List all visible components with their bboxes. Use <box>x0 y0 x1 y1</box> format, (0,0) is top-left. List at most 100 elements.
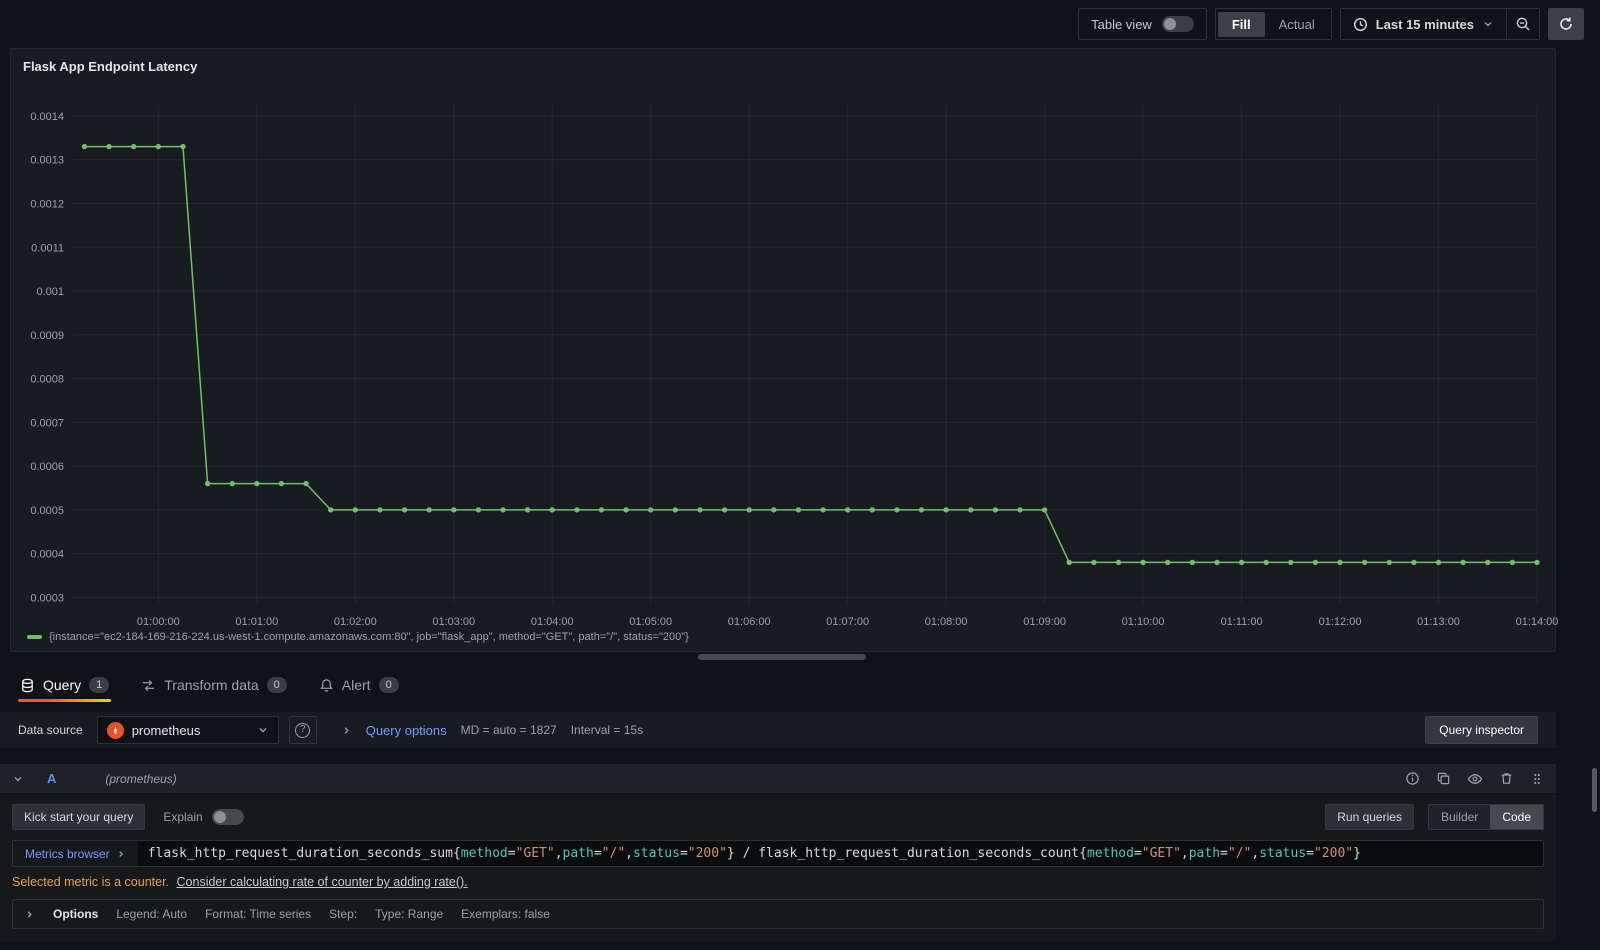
svg-text:0.0004: 0.0004 <box>30 549 64 561</box>
warning-text: Selected metric is a counter. <box>12 875 170 889</box>
datasource-help-button[interactable]: ? <box>288 716 317 744</box>
tab-query-count: 1 <box>89 677 110 693</box>
datasource-label: Data source <box>18 723 83 737</box>
kick-start-query-button[interactable]: Kick start your query <box>12 804 146 830</box>
interval-text: Interval = 15s <box>570 723 644 737</box>
table-view-toggle[interactable] <box>1161 16 1194 32</box>
datasource-value: prometheus <box>131 722 201 738</box>
tab-alert-label: Alert <box>341 677 371 693</box>
metrics-browser-label: Metrics browser <box>25 846 110 861</box>
max-datapoints-text: MD = auto = 1827 <box>460 723 557 737</box>
explain-toggle[interactable] <box>211 809 244 825</box>
svg-text:0.0013: 0.0013 <box>30 155 64 167</box>
chevron-right-icon <box>344 726 349 734</box>
hide-response-eye-icon[interactable] <box>1467 771 1483 787</box>
info-circle-icon[interactable] <box>1405 771 1420 786</box>
counter-warning: Selected metric is a counter. Consider c… <box>12 875 1544 889</box>
tab-transform-label: Transform data <box>164 677 259 693</box>
panel-editor-toolbar: Table view Fill Actual Last 15 minutes <box>0 0 1600 48</box>
legend-series-swatch <box>27 635 42 639</box>
time-range-label: Last 15 minutes <box>1375 16 1474 32</box>
query-row-body: Kick start your query Explain Run querie… <box>0 794 1556 941</box>
svg-text:0.001: 0.001 <box>36 286 64 298</box>
builder-mode-button[interactable]: Builder <box>1428 805 1491 829</box>
query-options-label: Query options <box>365 722 447 738</box>
chevron-down-icon <box>1484 22 1492 27</box>
promql-query-input[interactable]: flask_http_request_duration_seconds_sum{… <box>137 841 1543 866</box>
database-icon <box>22 678 33 692</box>
refresh-icon <box>1560 17 1572 30</box>
run-queries-button[interactable]: Run queries <box>1325 804 1414 830</box>
time-picker-group: Last 15 minutes <box>1339 8 1540 40</box>
svg-text:01:14:00: 01:14:00 <box>1516 616 1559 628</box>
panel-title: Flask App Endpoint Latency <box>23 59 198 74</box>
svg-text:01:11:00: 01:11:00 <box>1221 616 1263 628</box>
drag-handle-icon[interactable] <box>1530 772 1544 786</box>
options-step: Step: <box>329 907 358 921</box>
question-circle-icon: ? <box>295 722 311 738</box>
metrics-browser-button[interactable]: Metrics browser <box>13 841 138 866</box>
svg-text:01:06:00: 01:06:00 <box>728 616 771 628</box>
svg-text:0.0012: 0.0012 <box>30 198 64 210</box>
query-ref-id[interactable]: A <box>47 771 57 786</box>
chart-legend[interactable]: {instance="ec2-184-169-216-224.us-west-1… <box>27 631 689 643</box>
vertical-scrollbar[interactable] <box>1592 768 1597 812</box>
query-inspector-button[interactable]: Query inspector <box>1425 716 1538 744</box>
svg-text:0.0014: 0.0014 <box>30 111 64 123</box>
datasource-picker[interactable]: prometheus <box>96 716 279 744</box>
zoom-out-button[interactable] <box>1506 8 1540 40</box>
svg-text:01:03:00: 01:03:00 <box>432 616 475 628</box>
svg-text:01:05:00: 01:05:00 <box>629 616 672 628</box>
query-editor-section: A (prometheus) Kick start your query Exp… <box>0 764 1556 941</box>
svg-text:01:10:00: 01:10:00 <box>1122 616 1165 628</box>
tab-transform-count: 0 <box>266 677 287 693</box>
svg-text:01:01:00: 01:01:00 <box>235 616 278 628</box>
table-view-control: Table view <box>1078 8 1207 40</box>
options-format: Format: Time series <box>205 907 312 921</box>
timeseries-panel: Flask App Endpoint Latency 0.0003 0.0004 0… <box>10 48 1558 652</box>
tab-query[interactable]: Query 1 <box>18 677 112 702</box>
fill-actual-segmented: Fill Actual <box>1214 8 1332 40</box>
duplicate-query-icon[interactable] <box>1436 771 1451 786</box>
query-toolbar: Kick start your query Explain Run querie… <box>12 804 1544 830</box>
query-datasource-hint: (prometheus) <box>105 771 177 786</box>
legend-series-label: {instance="ec2-184-169-216-224.us-west-1… <box>49 631 689 643</box>
transform-icon <box>143 679 155 691</box>
promql-editor: Metrics browser flask_http_request_durat… <box>12 840 1544 867</box>
options-type: Type: Range <box>375 907 444 921</box>
svg-text:01:13:00: 01:13:00 <box>1417 616 1460 628</box>
chevron-down-icon <box>259 728 267 733</box>
query-toolbar-right: Run queries Builder Code <box>1325 804 1544 830</box>
tab-alert[interactable]: Alert 0 <box>317 677 401 702</box>
warning-rate-link[interactable]: Consider calculating rate of counter by … <box>176 875 468 889</box>
svg-text:0.0006: 0.0006 <box>30 461 64 473</box>
query-options-toggle[interactable]: Query options MD = auto = 1827 Interval … <box>341 723 643 738</box>
chevron-right-icon <box>27 910 32 918</box>
prometheus-logo-icon <box>106 721 124 739</box>
tab-transform-data[interactable]: Transform data 0 <box>139 677 289 702</box>
editor-tabs: Query 1 Transform data 0 Alert 0 <box>18 670 401 702</box>
collapse-chevron-icon[interactable] <box>12 773 24 785</box>
svg-text:0.0003: 0.0003 <box>30 592 64 604</box>
latency-chart[interactable]: 0.0003 0.0004 0.0005 0.0006 0.0007 0.0008 0.00… <box>19 93 1558 638</box>
svg-text:0.0011: 0.0011 <box>31 242 64 254</box>
table-view-label: Table view <box>1091 16 1152 32</box>
options-legend: Legend: Auto <box>116 907 188 921</box>
svg-text:0.0007: 0.0007 <box>30 417 64 429</box>
actual-button[interactable]: Actual <box>1278 16 1315 32</box>
horizontal-scrollbar[interactable] <box>698 654 866 660</box>
svg-text:01:02:00: 01:02:00 <box>334 616 377 628</box>
code-mode-button[interactable]: Code <box>1490 805 1543 829</box>
svg-text:0.0008: 0.0008 <box>30 374 64 386</box>
bell-icon <box>319 678 333 692</box>
svg-text:01:09:00: 01:09:00 <box>1023 616 1066 628</box>
query-options-summary[interactable]: Options Legend: Auto Format: Time series… <box>12 899 1544 929</box>
svg-text:01:08:00: 01:08:00 <box>925 616 968 628</box>
fill-button[interactable]: Fill <box>1217 11 1265 37</box>
svg-text:01:12:00: 01:12:00 <box>1319 616 1362 628</box>
remove-query-trash-icon[interactable] <box>1499 771 1514 786</box>
time-range-picker[interactable]: Last 15 minutes <box>1339 8 1506 40</box>
toggle-knob <box>213 811 226 823</box>
explain-label: Explain <box>163 810 203 824</box>
refresh-button[interactable] <box>1548 8 1584 40</box>
